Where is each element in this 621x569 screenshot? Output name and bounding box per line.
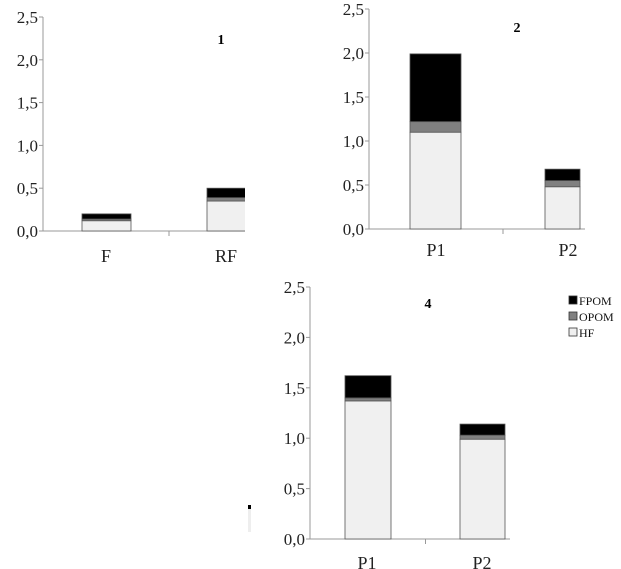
bar-P1-FPOM (344, 375, 392, 399)
y-tick-label: 0,0 (343, 220, 364, 239)
legend-label-OPOM: OPOM (579, 310, 614, 324)
panel-label: 4 (425, 297, 432, 312)
bar-fragment-hf (248, 509, 251, 532)
legend-label-FPOM: FPOM (579, 294, 612, 308)
y-tick-label: 0,0 (17, 222, 38, 241)
bar-P1-FPOM (409, 53, 462, 123)
bar-P2-HF (544, 186, 581, 230)
y-tick-label: 1,5 (17, 94, 38, 113)
y-tick-label: 2,0 (17, 51, 38, 70)
y-tick-label: 1,0 (17, 136, 38, 155)
y-tick-label: 2,0 (284, 328, 305, 347)
bar-F-HF (81, 220, 132, 232)
x-tick-label: RF (215, 246, 237, 266)
x-tick-label: P2 (558, 240, 577, 260)
y-tick-label: 2,5 (343, 0, 364, 19)
bar-P1-OPOM (409, 121, 462, 133)
y-tick-label: 0,5 (17, 179, 38, 198)
legend-swatch-FPOM (568, 295, 578, 305)
y-tick-label: 1,5 (343, 88, 364, 107)
y-tick-label: 0,5 (343, 176, 364, 195)
y-tick-label: 0,0 (284, 530, 305, 549)
chart-panel-3-remnant (248, 505, 251, 532)
panel-label: 1 (218, 33, 225, 48)
y-tick-label: 1,0 (343, 132, 364, 151)
bar-F-FPOM (81, 213, 132, 220)
panel-label: 2 (514, 21, 521, 36)
y-tick-label: 2,0 (343, 44, 364, 63)
bar-P2-FPOM (544, 168, 581, 182)
x-tick-label: F (101, 246, 111, 266)
x-tick-label: P1 (426, 240, 445, 260)
bar-P1-HF (409, 131, 462, 230)
chart-panel-1: 0,0 0,5 1,0 1,5 2,0 2,5 F RF 1 (17, 8, 245, 266)
bar-P2-OPOM (544, 180, 581, 188)
y-tick-label: 0,5 (284, 480, 305, 499)
bar-P1-HF (344, 400, 392, 540)
x-tick-label: P2 (472, 553, 491, 569)
x-tick-label: P1 (357, 553, 376, 569)
bar-P1-OPOM (344, 397, 392, 402)
chart-panel-2: 0,0 0,5 1,0 1,5 2,0 2,5 P1 P2 2 (343, 0, 585, 260)
legend-swatch-OPOM (568, 311, 578, 321)
bar-P2-OPOM (459, 434, 506, 440)
bar-RF-OPOM (206, 197, 245, 202)
bar-fragment-fpom (248, 505, 251, 509)
legend-label-HF: HF (579, 326, 595, 340)
bar-RF-FPOM (206, 187, 245, 199)
y-tick-label: 1,5 (284, 379, 305, 398)
y-tick-label: 2,5 (17, 8, 38, 27)
chart-panel-4: 0,0 0,5 1,0 1,5 2,0 2,5 P1 P2 4 FPOM OPOM HF (284, 278, 614, 569)
legend-swatch-HF (568, 327, 578, 337)
bar-P2-HF (459, 438, 506, 540)
bar-RF-HF (206, 200, 245, 232)
bar-P2-FPOM (459, 423, 506, 436)
y-tick-label: 1,0 (284, 429, 305, 448)
y-tick-label: 2,5 (284, 278, 305, 297)
